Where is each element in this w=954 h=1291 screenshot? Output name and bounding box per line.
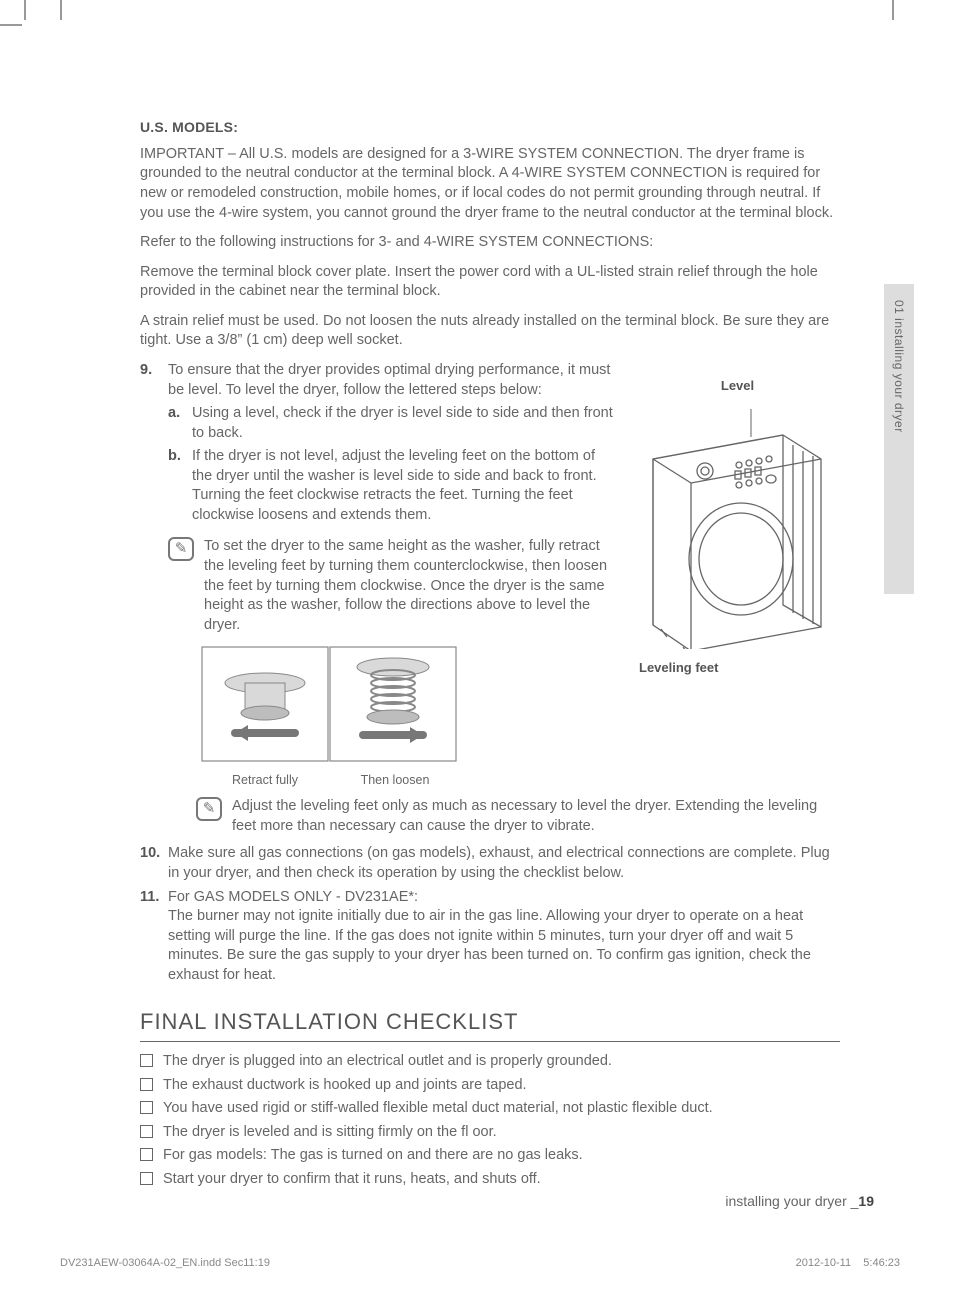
side-section-label: 01 installing your dryer	[891, 300, 907, 433]
checkbox-icon	[140, 1054, 153, 1067]
checklist: The dryer is plugged into an electrical …	[140, 1052, 840, 1189]
print-date: 2012-10-11	[796, 1257, 851, 1269]
step-number: 9.	[140, 361, 168, 400]
note-icon: ✎	[168, 537, 194, 561]
step-text: Make sure all gas connections (on gas mo…	[168, 844, 840, 883]
step-text: To ensure that the dryer provides optima…	[168, 361, 617, 400]
page-content: U.S. MODELS: IMPORTANT – All U.S. models…	[140, 118, 840, 1193]
checklist-text: The dryer is plugged into an electrical …	[163, 1052, 612, 1072]
right-column: Level	[635, 361, 840, 791]
step-10: 10. Make sure all gas connections (on ga…	[140, 844, 840, 883]
left-column: 9. To ensure that the dryer provides opt…	[140, 361, 617, 791]
crop-mark	[24, 0, 26, 20]
dryer-level-label: Level	[635, 377, 840, 395]
feet-caption-right: Then loosen	[330, 772, 460, 789]
note-block: ✎ To set the dryer to the same height as…	[168, 537, 617, 635]
step-letter: a.	[168, 404, 192, 443]
step-text: If the dryer is not level, adjust the le…	[192, 447, 617, 525]
step-11: 11. For GAS MODELS ONLY - DV231AE*: The …	[140, 888, 840, 986]
paragraph: Remove the terminal block cover plate. I…	[140, 263, 840, 302]
page-number: 19	[858, 1193, 874, 1209]
checkbox-icon	[140, 1172, 153, 1185]
checklist-item: Start your dryer to confirm that it runs…	[140, 1170, 840, 1190]
step-11-line1: For GAS MODELS ONLY - DV231AE*:	[168, 889, 418, 905]
step-letter: b.	[168, 447, 192, 525]
feet-caption-left: Retract fully	[200, 772, 330, 789]
print-file: DV231AEW-03064A-02_EN.indd Sec11:19	[60, 1256, 270, 1271]
checklist-item: For gas models: The gas is turned on and…	[140, 1146, 840, 1166]
checkbox-icon	[140, 1101, 153, 1114]
step-9a: a. Using a level, check if the dryer is …	[168, 404, 617, 443]
note-text: To set the dryer to the same height as t…	[204, 537, 617, 635]
checklist-item: You have used rigid or stiff-walled flex…	[140, 1099, 840, 1119]
checklist-item: The dryer is plugged into an electrical …	[140, 1052, 840, 1072]
step-number: 11.	[140, 888, 168, 986]
checkbox-icon	[140, 1148, 153, 1161]
crop-mark	[0, 24, 22, 26]
leveling-feet-figure: Retract fully Then loosen	[200, 645, 460, 785]
checklist-text: For gas models: The gas is turned on and…	[163, 1146, 583, 1166]
paragraph: IMPORTANT – All U.S. models are designed…	[140, 145, 840, 223]
note-text: Adjust the leveling feet only as much as…	[232, 797, 840, 836]
print-time: 5:46:23	[863, 1257, 900, 1269]
page-footer: installing your dryer _19	[725, 1192, 874, 1211]
checklist-item: The dryer is leveled and is sitting firm…	[140, 1123, 840, 1143]
paragraph: A strain relief must be used. Do not loo…	[140, 312, 840, 351]
step-9: 9. To ensure that the dryer provides opt…	[140, 361, 617, 400]
step-number: 10.	[140, 844, 168, 883]
crop-mark	[892, 0, 894, 20]
checklist-item: The exhaust ductwork is hooked up and jo…	[140, 1076, 840, 1096]
crop-mark	[60, 0, 62, 20]
us-models-heading: U.S. MODELS:	[140, 118, 840, 137]
checklist-text: You have used rigid or stiff-walled flex…	[163, 1099, 713, 1119]
print-metadata: DV231AEW-03064A-02_EN.indd Sec11:19 2012…	[60, 1256, 900, 1271]
dryer-illustration	[643, 399, 833, 649]
checkbox-icon	[140, 1125, 153, 1138]
step-9b: b. If the dryer is not level, adjust the…	[168, 447, 617, 525]
paragraph: Refer to the following instructions for …	[140, 233, 840, 253]
feet-diagram-svg	[200, 645, 460, 765]
checklist-text: The dryer is leveled and is sitting firm…	[163, 1123, 497, 1143]
checklist-text: The exhaust ductwork is hooked up and jo…	[163, 1076, 527, 1096]
step-text: For GAS MODELS ONLY - DV231AE*: The burn…	[168, 888, 840, 986]
step-text: Using a level, check if the dryer is lev…	[192, 404, 617, 443]
note-block: ✎ Adjust the leveling feet only as much …	[196, 797, 840, 836]
checklist-text: Start your dryer to confirm that it runs…	[163, 1170, 541, 1190]
checkbox-icon	[140, 1078, 153, 1091]
step-11-body: The burner may not ignite initially due …	[168, 908, 811, 983]
leveling-feet-label: Leveling feet	[639, 659, 840, 677]
final-checklist-heading: FINAL INSTALLATION CHECKLIST	[140, 1007, 840, 1042]
footer-text: installing your dryer _	[725, 1193, 858, 1209]
note-icon: ✎	[196, 797, 222, 821]
